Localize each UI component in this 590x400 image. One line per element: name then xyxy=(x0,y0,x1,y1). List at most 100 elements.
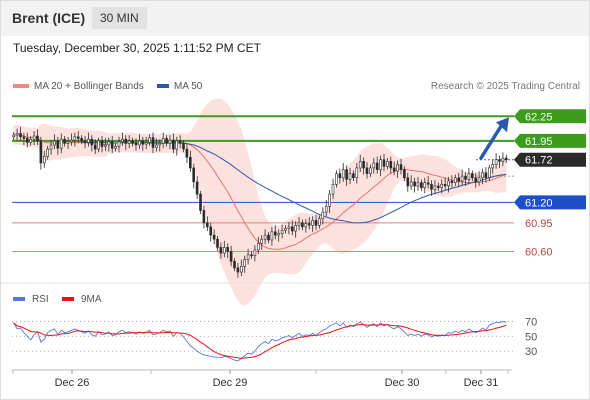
candle xyxy=(369,164,372,177)
candle xyxy=(474,172,478,188)
level-label-text: 61.20 xyxy=(525,197,553,209)
candle-body xyxy=(195,181,199,195)
candle xyxy=(209,222,212,242)
candle xyxy=(470,170,474,182)
candle-body xyxy=(338,173,342,179)
candle xyxy=(36,129,39,145)
candle xyxy=(345,165,348,186)
candle xyxy=(386,158,389,170)
candle-body xyxy=(90,138,94,146)
candle-body xyxy=(110,141,114,149)
candle xyxy=(280,224,284,239)
candle-body xyxy=(345,169,348,180)
candle xyxy=(307,217,311,230)
candle-body xyxy=(321,211,325,220)
candle-body xyxy=(117,141,121,147)
time-axis-label: Dec 26 xyxy=(55,377,90,389)
candle xyxy=(460,169,464,186)
candle-body xyxy=(199,193,202,211)
candle xyxy=(436,182,440,191)
candle-body xyxy=(93,144,97,150)
candle xyxy=(107,137,111,152)
candle xyxy=(365,162,369,179)
rsi-legend-swatch xyxy=(13,297,25,301)
candle-body xyxy=(379,159,382,170)
level-lines-layer xyxy=(12,115,514,253)
candle xyxy=(314,214,318,231)
candle xyxy=(413,177,416,193)
candle xyxy=(223,240,226,258)
research-credit: Research © 2025 Trading Central xyxy=(430,81,580,92)
candle-body xyxy=(206,222,209,228)
candle xyxy=(15,128,19,141)
candle-body xyxy=(83,140,87,143)
candle-body xyxy=(250,254,253,257)
candle-body xyxy=(426,182,430,185)
candle xyxy=(138,134,141,150)
candle xyxy=(311,216,314,232)
candle-body xyxy=(399,164,403,170)
candle xyxy=(318,215,321,229)
candle xyxy=(66,136,70,150)
candle xyxy=(93,139,97,154)
level-label-61-20: 61.20 xyxy=(514,195,586,210)
candle-body xyxy=(301,222,304,228)
candle-body xyxy=(273,231,277,236)
candle xyxy=(243,255,246,273)
candle xyxy=(59,133,63,154)
legend-ma50: MA 50 xyxy=(157,81,202,92)
candle-body xyxy=(39,140,43,164)
candle xyxy=(148,134,151,146)
candle-body xyxy=(382,159,386,167)
candle xyxy=(284,225,287,234)
candle xyxy=(324,199,328,217)
candle xyxy=(97,137,100,153)
level-label-61-72: 61.72 xyxy=(514,152,586,167)
candle-body xyxy=(66,141,70,144)
candle-body xyxy=(121,138,124,142)
projection-arrow-head xyxy=(496,117,509,133)
candle-body xyxy=(209,226,212,236)
instrument-title: Brent (ICE) xyxy=(12,10,86,26)
candle-body xyxy=(246,254,250,261)
candle-body xyxy=(307,223,311,226)
candle-body xyxy=(484,172,488,179)
candle xyxy=(403,166,406,182)
candle-body xyxy=(263,234,267,240)
candle-body xyxy=(151,137,155,148)
candle-body xyxy=(352,173,355,179)
level-label-box xyxy=(514,195,586,210)
candle-body xyxy=(114,146,117,149)
level-label-61-95: 61.95 xyxy=(514,133,586,148)
time-axis-label: Dec 31 xyxy=(464,377,499,389)
candle xyxy=(161,132,165,149)
candle-body xyxy=(504,157,508,161)
timeframe-button[interactable]: 30 MIN xyxy=(92,7,147,29)
candle xyxy=(270,226,274,246)
candle xyxy=(331,178,335,200)
candle-body xyxy=(355,167,359,178)
candle xyxy=(301,219,304,231)
candle-body xyxy=(42,156,46,164)
candle xyxy=(199,190,202,214)
candle-body xyxy=(477,177,481,183)
candle xyxy=(110,135,114,154)
candle xyxy=(355,163,359,184)
candle xyxy=(501,152,505,167)
candle xyxy=(185,144,189,164)
candle-body xyxy=(87,138,90,143)
candle xyxy=(399,158,403,175)
candle-body xyxy=(409,181,413,187)
candle-body xyxy=(223,247,226,254)
time-axis: Dec 26 Dec 29 Dec 30 Dec 31 xyxy=(12,369,512,389)
candle xyxy=(178,135,182,149)
candle xyxy=(420,179,423,191)
rsi-panel: RSI 9MA 70 50 30 xyxy=(12,294,537,362)
candle-body xyxy=(107,141,111,146)
candle-body xyxy=(280,229,284,234)
candle xyxy=(396,160,399,178)
candle-body xyxy=(124,138,128,144)
candle xyxy=(151,132,155,154)
candle xyxy=(134,138,138,151)
candle-body xyxy=(29,138,33,143)
